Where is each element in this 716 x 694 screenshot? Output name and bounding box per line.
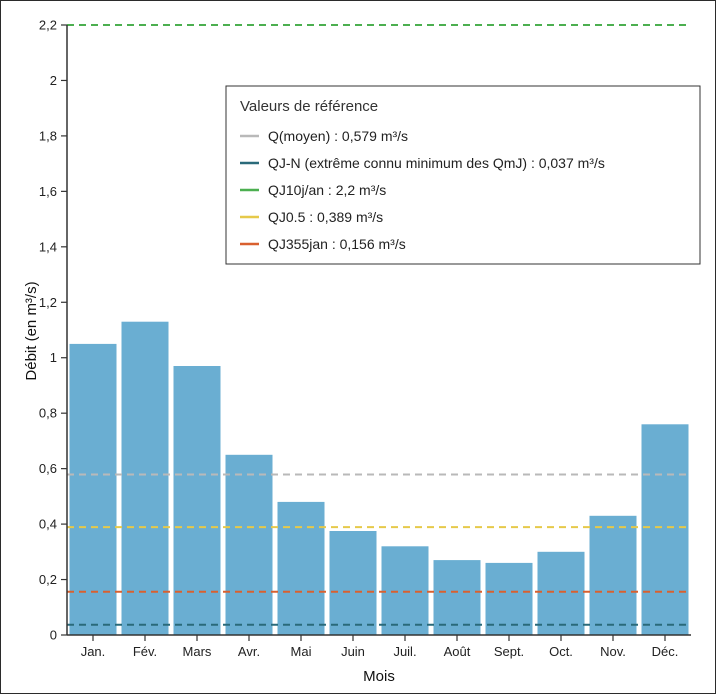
reference-lines-layer: [67, 24, 691, 626]
y-tick-label: 1,6: [39, 184, 57, 199]
bar-7[interactable]: [381, 546, 429, 635]
y-tick-label: 1,2: [39, 295, 57, 310]
legend-title: Valeurs de référence: [240, 98, 378, 115]
y-tick-label: 0: [50, 628, 57, 643]
y-tick-label: 2: [50, 73, 57, 88]
legend-entry-label: Q(moyen) : 0,579 m³/s: [268, 128, 408, 144]
x-tick-label: Sept.: [494, 644, 524, 659]
bar-9[interactable]: [485, 562, 533, 635]
x-tick-label: Juil.: [393, 644, 416, 659]
x-tick-label: Déc.: [652, 644, 679, 659]
axes-layer: 0 0,2 0,4 0,6 0,8 1 1,2 1,4 1,6 1,8 2 2,2 Jan. Fév. Ma…: [23, 18, 691, 685]
bar-3[interactable]: [173, 366, 221, 635]
x-tick-label: Juin: [341, 644, 365, 659]
x-tick-label: Mars: [183, 644, 212, 659]
y-tick-label: 0,6: [39, 461, 57, 476]
y-tick-label: 0,2: [39, 572, 57, 587]
y-axis-title: Débit (en m³/s): [23, 281, 40, 380]
y-tick-label: 0,8: [39, 406, 57, 421]
x-tick-label: Mai: [291, 644, 312, 659]
y-tick-label: 1: [50, 350, 57, 365]
x-tick-label: Nov.: [600, 644, 626, 659]
legend-entry-label: QJ-N (extrême connu minimum des QmJ) : 0…: [268, 155, 605, 171]
bar-11[interactable]: [589, 515, 637, 635]
bar-5[interactable]: [277, 501, 325, 635]
y-tick-label: 2,2: [39, 18, 57, 33]
y-tick-label: 1,4: [39, 239, 57, 254]
legend-entry-label: QJ0.5 : 0,389 m³/s: [268, 209, 383, 225]
bar-4[interactable]: [225, 454, 273, 635]
x-tick-label: Août: [444, 644, 471, 659]
x-tick-label: Avr.: [238, 644, 260, 659]
x-tick-label: Jan.: [81, 644, 106, 659]
bar-10[interactable]: [537, 551, 585, 635]
bar-8[interactable]: [433, 560, 481, 635]
bars-layer: [69, 321, 689, 635]
x-tick-label: Fév.: [133, 644, 157, 659]
legend-box: [225, 85, 701, 265]
bar-1[interactable]: [69, 343, 117, 635]
x-axis-title: Mois: [363, 668, 395, 685]
x-tick-label: Oct.: [549, 644, 573, 659]
y-tick-label: 1,8: [39, 128, 57, 143]
legend-entry-label: QJ355jan : 0,156 m³/s: [268, 236, 406, 252]
bar-6[interactable]: [329, 531, 377, 635]
legend-entry-label: QJ10j/an : 2,2 m³/s: [268, 182, 386, 198]
y-tick-label: 0,4: [39, 517, 57, 532]
bar-12[interactable]: [641, 424, 689, 635]
legend: Valeurs de référence Q(moyen) : 0,579 m³/…: [225, 85, 701, 265]
bar-2[interactable]: [121, 321, 169, 635]
